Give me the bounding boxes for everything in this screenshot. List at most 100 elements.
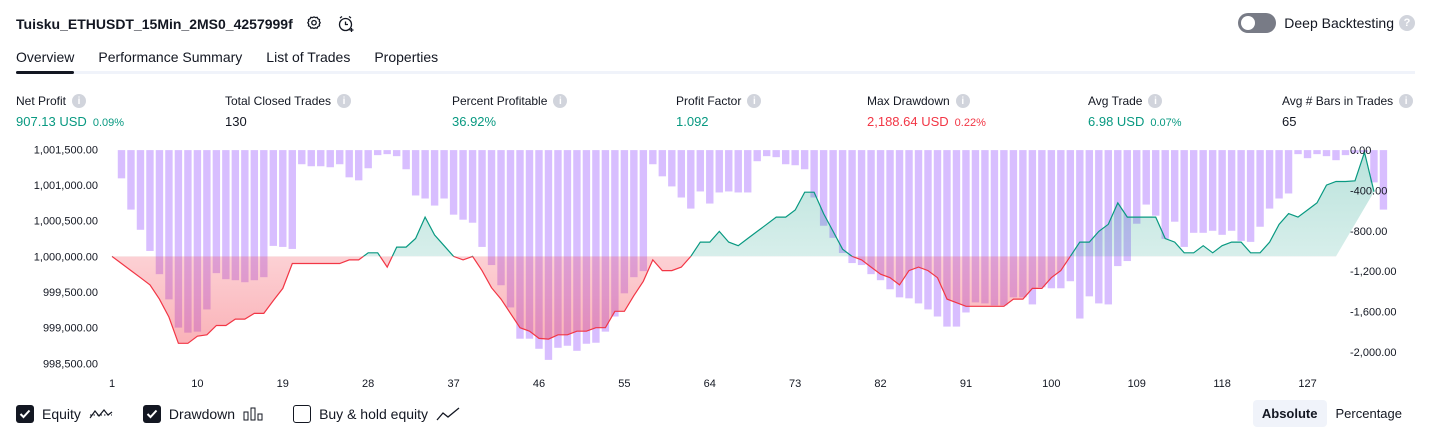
metric-pct: 0.09% xyxy=(92,117,125,129)
drawdown-bar xyxy=(478,150,486,247)
legend-buy-hold[interactable]: Buy & hold equity xyxy=(293,405,460,423)
drawdown-bar xyxy=(1275,150,1283,199)
drawdown-bar xyxy=(117,150,126,179)
percentage-button[interactable]: Percentage xyxy=(1335,406,1403,421)
drawdown-bar xyxy=(288,150,296,249)
drawdown-bar xyxy=(1066,150,1075,282)
info-icon[interactable]: i xyxy=(747,94,762,108)
right-axis-tick-label: -2,000.00 xyxy=(1350,347,1396,359)
x-axis-tick-label: 19 xyxy=(277,378,289,388)
info-icon[interactable]: i xyxy=(955,94,970,108)
right-axis-tick-label: -1,200.00 xyxy=(1350,266,1396,278)
equity-line-icon xyxy=(89,407,113,421)
drawdown-bar xyxy=(440,150,448,199)
legend-equity[interactable]: Equity xyxy=(16,405,113,423)
checkbox-checked-icon[interactable] xyxy=(142,405,161,423)
equity-area-above xyxy=(112,152,1374,257)
legend-drawdown[interactable]: Drawdown xyxy=(142,405,263,423)
tab-performance-summary[interactable]: Performance Summary xyxy=(98,49,243,65)
strategy-header: Tuisku_ETHUSDT_15Min_2MS0_4257999f xyxy=(16,12,357,36)
drawdown-bar xyxy=(1152,150,1160,216)
trend-line-icon xyxy=(436,407,460,421)
drawdown-bar xyxy=(1085,150,1094,297)
metric-label: Total Closed Trades xyxy=(225,94,332,108)
drawdown-bar xyxy=(1284,150,1293,194)
absolute-button[interactable]: Absolute xyxy=(1252,400,1327,427)
deep-backtesting-toggle[interactable] xyxy=(1238,13,1277,33)
info-icon[interactable]: i xyxy=(72,94,87,108)
metric-max-drawdown: Max Drawdown i 2,188.64 USD 0.22% xyxy=(867,93,986,130)
drawdown-bar xyxy=(886,150,894,290)
metric-value: 65 xyxy=(1282,114,1297,129)
drawdown-bar xyxy=(516,150,524,339)
drawdown-bar xyxy=(800,150,809,170)
left-axis-tick-label: 1,001,000.00 xyxy=(34,180,98,192)
drawdown-bar xyxy=(952,150,961,327)
drawdown-bar xyxy=(649,150,657,165)
drawdown-bar xyxy=(250,150,259,281)
drawdown-bar xyxy=(933,150,942,317)
help-icon[interactable]: ? xyxy=(1399,15,1415,31)
tab-list-of-trades[interactable]: List of Trades xyxy=(266,49,351,65)
drawdown-bar xyxy=(1000,150,1008,306)
drawdown-bar xyxy=(696,150,704,192)
legend-label: Buy & hold equity xyxy=(319,406,429,422)
equity-chart[interactable]: 1,001,500.00 1,001,000.00 1,000,500.00 1,00… xyxy=(0,138,1431,388)
drawdown-bar xyxy=(753,150,761,162)
drawdown-bar xyxy=(525,150,534,339)
drawdown-bar xyxy=(364,150,372,169)
drawdown-bar xyxy=(373,150,382,156)
checkbox-unchecked-icon[interactable] xyxy=(293,405,312,423)
drawdown-bar xyxy=(1322,150,1331,157)
metric-label: Net Profit xyxy=(16,94,67,108)
drawdown-bar xyxy=(990,150,999,306)
x-axis-tick-label: 91 xyxy=(960,378,972,388)
x-axis-tick-label: 46 xyxy=(533,378,545,388)
info-icon[interactable]: i xyxy=(553,94,568,108)
x-axis-tick-label: 10 xyxy=(191,378,203,388)
drawdown-bar xyxy=(639,150,648,272)
metrics-row: Net Profit i 907.13 USD 0.09% Total Closed… xyxy=(16,93,1415,133)
drawdown-bar xyxy=(1019,150,1027,298)
drawdown-bar xyxy=(1341,150,1350,156)
drawdown-bar xyxy=(668,150,676,187)
drawdown-bar xyxy=(468,150,477,223)
drawdown-bar xyxy=(563,150,572,346)
x-axis-tick-label: 1 xyxy=(109,378,115,388)
drawdown-bar xyxy=(184,150,192,333)
drawdown-bar xyxy=(487,150,496,266)
drawdown-bar xyxy=(1161,150,1169,239)
drawdown-bar xyxy=(1294,150,1302,155)
metric-percent-profitable: Percent Profitable i 36.92% xyxy=(452,93,568,130)
drawdown-bar xyxy=(269,150,278,246)
equity-line-below xyxy=(111,256,1072,344)
drawdown-bar xyxy=(876,150,885,281)
right-axis-tick-label: 0.00 xyxy=(1350,145,1371,157)
drawdown-bar xyxy=(307,150,315,167)
drawdown-bar xyxy=(1170,150,1179,222)
drawdown-bar xyxy=(326,150,334,168)
gear-icon[interactable] xyxy=(303,13,325,35)
metric-label: Profit Factor xyxy=(676,94,742,108)
drawdown-bar xyxy=(1246,150,1255,242)
drawdown-bar xyxy=(1189,150,1198,233)
tab-properties[interactable]: Properties xyxy=(374,49,439,65)
drawdown-bar xyxy=(725,150,733,192)
drawdown-bar xyxy=(136,150,145,230)
drawdown-bar xyxy=(1142,150,1150,205)
drawdown-bar xyxy=(829,150,837,238)
tab-overview[interactable]: Overview xyxy=(16,46,75,74)
alarm-add-icon[interactable] xyxy=(335,13,357,35)
tab-bar: Overview Performance Summary List of Tra… xyxy=(16,46,1415,74)
metric-pct: 0.07% xyxy=(1150,117,1182,129)
drawdown-bar xyxy=(1227,150,1236,231)
info-icon[interactable]: i xyxy=(337,94,352,108)
metric-profit-factor: Profit Factor i 1.092 xyxy=(676,93,762,130)
metric-value: 6.98 USD xyxy=(1088,114,1145,129)
info-icon[interactable]: i xyxy=(1399,94,1414,108)
x-axis-tick-label: 82 xyxy=(874,378,886,388)
right-axis-tick-label: -1,600.00 xyxy=(1350,306,1396,318)
info-icon[interactable]: i xyxy=(1148,94,1163,108)
drawdown-bar xyxy=(658,150,667,177)
checkbox-checked-icon[interactable] xyxy=(16,405,34,423)
